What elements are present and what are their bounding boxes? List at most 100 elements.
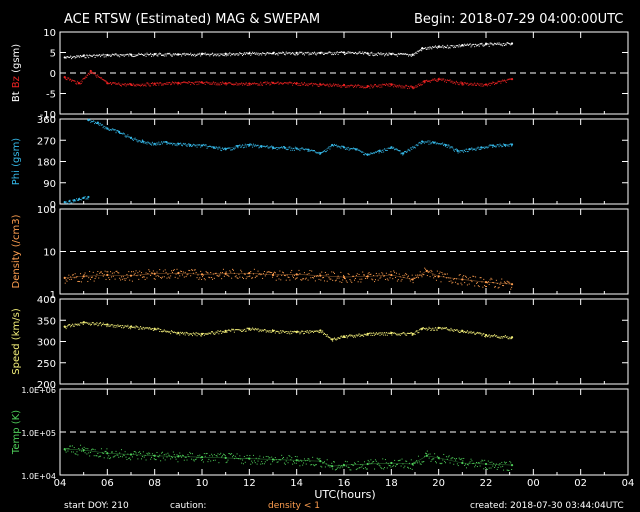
data-mark-bt [241, 53, 243, 55]
data-mark-bt [419, 50, 421, 52]
data-mark-bz [210, 83, 212, 85]
data-mark-temp [135, 452, 137, 454]
data-mark-phi [344, 148, 346, 150]
data-mark-speed [462, 331, 464, 333]
data-mark-density [317, 275, 319, 277]
data-mark-phi [447, 144, 449, 146]
data-mark-bt [244, 53, 246, 55]
data-mark-density [250, 271, 252, 273]
data-mark-temp [339, 467, 341, 469]
data-mark-temp [88, 452, 90, 454]
data-mark-bz [184, 81, 186, 83]
data-mark-speed [267, 330, 269, 332]
data-mark-phi [298, 148, 300, 150]
data-mark-temp [317, 458, 319, 460]
data-mark-temp [161, 451, 163, 453]
data-mark-phi [105, 126, 107, 128]
data-mark-bt [369, 54, 371, 56]
data-mark-density [330, 278, 332, 280]
data-mark-speed [404, 333, 406, 335]
data-mark-phi [227, 147, 229, 149]
data-mark-bz [409, 85, 411, 87]
data-mark-density [202, 276, 203, 278]
data-mark-bz [469, 84, 471, 86]
data-mark-density [382, 273, 384, 275]
data-mark-bt [447, 47, 449, 49]
data-mark-bz [348, 86, 350, 88]
data-mark-temp [435, 461, 437, 463]
data-mark-density [268, 271, 270, 273]
data-mark-bz [66, 79, 68, 81]
data-mark-bt [127, 53, 129, 55]
data-mark-bt [323, 53, 325, 55]
data-mark-temp [487, 460, 489, 462]
data-mark-bz [292, 84, 294, 86]
data-mark-density [506, 280, 508, 282]
data-mark-phi [341, 145, 343, 147]
data-mark-density [312, 277, 314, 279]
data-mark-phi [491, 144, 493, 146]
data-mark-bz [179, 82, 181, 84]
data-mark-speed [246, 327, 248, 329]
data-mark-bt [118, 55, 120, 57]
data-mark-speed [326, 334, 328, 336]
data-mark-density [166, 277, 168, 279]
data-mark-speed [340, 335, 342, 337]
data-mark-bz [253, 82, 255, 84]
data-mark-bz [70, 78, 72, 80]
xtick-label: 22 [480, 478, 493, 489]
data-mark-speed [235, 329, 237, 331]
data-mark-density [161, 277, 163, 279]
data-mark-speed [511, 338, 513, 340]
data-mark-phi [315, 152, 317, 154]
data-mark-speed [213, 333, 215, 335]
data-mark-speed [234, 329, 236, 331]
data-mark-temp [477, 462, 479, 464]
data-mark-phi [453, 149, 455, 151]
data-mark-density [408, 275, 410, 277]
data-mark-bz [462, 84, 464, 86]
data-mark-bz [197, 81, 199, 83]
data-mark-temp [267, 456, 269, 458]
data-mark-phi [235, 145, 237, 147]
data-mark-bt [89, 54, 91, 56]
data-mark-temp [318, 459, 320, 461]
data-mark-bt [164, 53, 166, 55]
data-mark-temp [155, 459, 157, 461]
data-mark-bz [507, 78, 509, 80]
data-mark-density [372, 279, 374, 281]
data-mark-temp [481, 459, 483, 461]
data-mark-speed [413, 333, 415, 335]
data-mark-bz [150, 85, 152, 87]
data-mark-bt [332, 53, 334, 55]
data-mark-bz [74, 80, 76, 82]
data-mark-bz [461, 84, 463, 86]
data-mark-phi [102, 127, 104, 129]
data-mark-phi [317, 152, 319, 154]
data-mark-temp [445, 456, 447, 458]
data-mark-bz [503, 79, 505, 81]
data-mark-speed [141, 328, 143, 330]
data-mark-density [440, 281, 442, 283]
data-mark-temp [455, 459, 457, 461]
data-mark-density [165, 271, 167, 273]
data-mark-density [421, 276, 423, 278]
data-mark-speed [319, 331, 321, 333]
data-mark-temp [420, 463, 422, 465]
data-mark-temp [266, 459, 268, 461]
data-mark-bz [286, 82, 288, 84]
data-mark-temp [348, 467, 350, 469]
data-mark-bz [311, 82, 313, 84]
data-mark-speed [349, 334, 351, 336]
data-mark-bz [294, 83, 296, 85]
data-mark-bz [405, 84, 407, 86]
data-mark-density [353, 275, 355, 277]
data-mark-bt [323, 53, 325, 55]
data-mark-temp [367, 459, 369, 461]
data-mark-speed [478, 332, 480, 334]
data-mark-temp [374, 468, 376, 470]
data-mark-density [478, 286, 480, 288]
data-mark-phi [163, 141, 165, 143]
data-mark-phi [161, 143, 163, 145]
data-mark-phi [456, 148, 458, 150]
